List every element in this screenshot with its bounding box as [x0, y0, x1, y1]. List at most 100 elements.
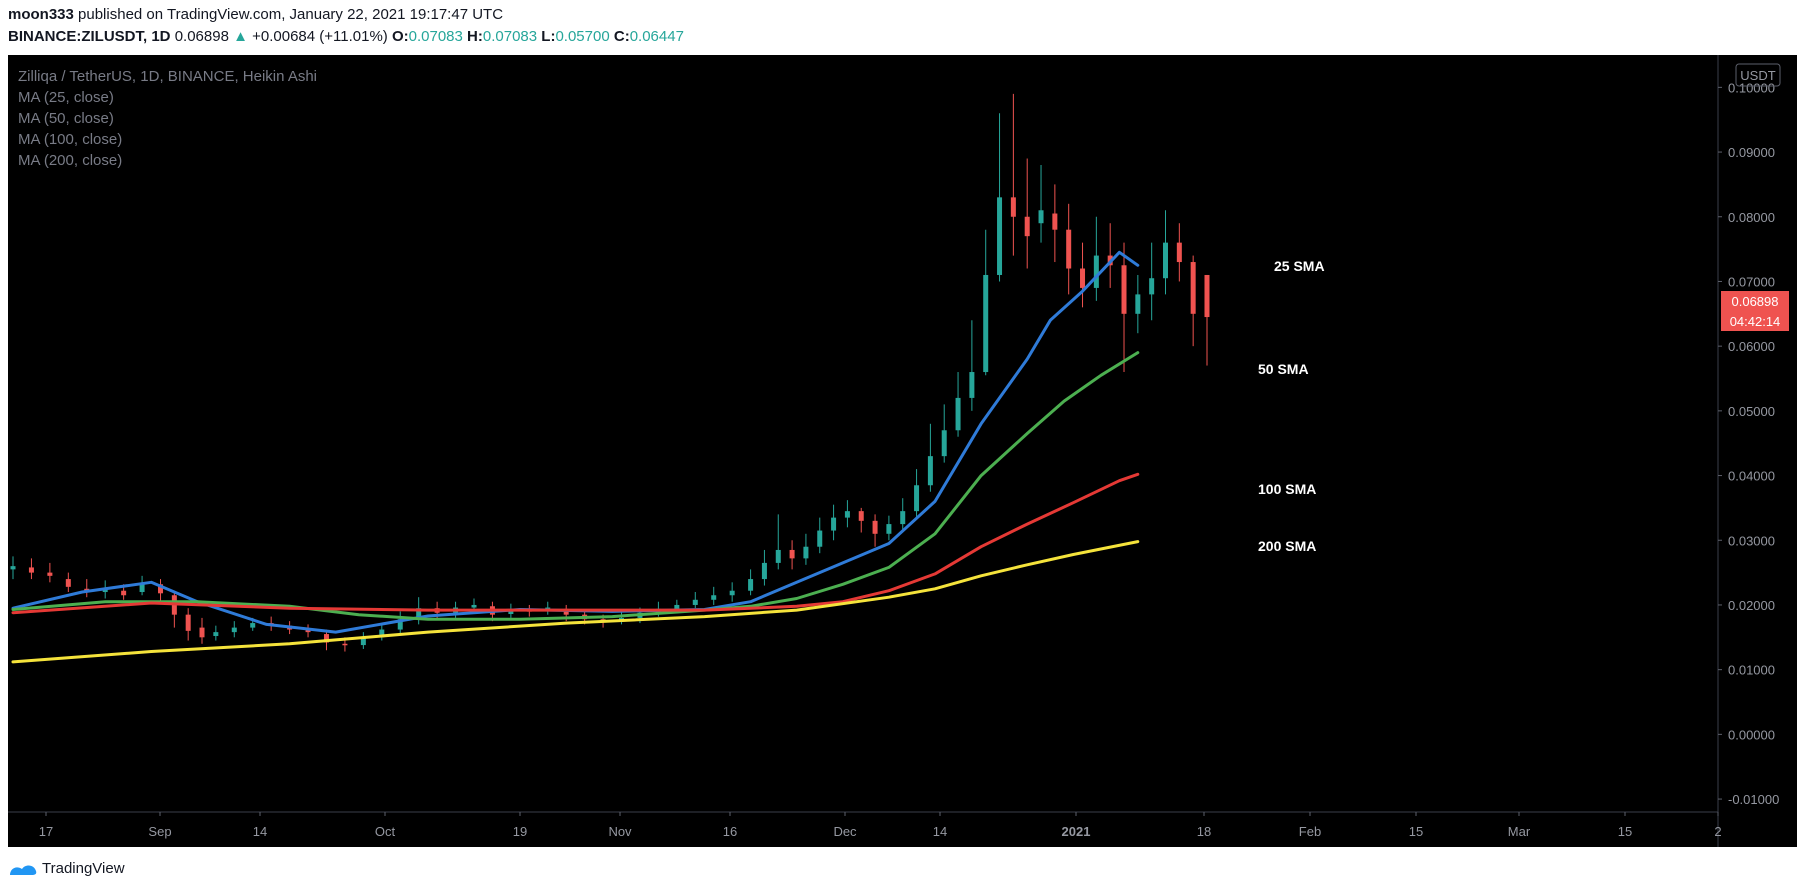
candle [886, 515, 892, 541]
candle [1080, 242, 1086, 308]
author-username: moon333 [8, 6, 74, 23]
candle-body [886, 524, 892, 534]
candle-body [305, 629, 311, 633]
sma-annotation-label: 100 SMA [1258, 481, 1316, 497]
candle [775, 514, 781, 570]
ma-line-sma100 [11, 472, 1140, 615]
price-change: +0.00684 (+11.01%) [252, 28, 388, 45]
candle [955, 372, 961, 437]
candle-body [789, 549, 795, 559]
candle-body [803, 546, 809, 559]
candle-body [927, 456, 933, 486]
time-tick-label: Feb [1299, 824, 1321, 839]
candle-body [1052, 213, 1058, 230]
candle-body [508, 610, 514, 615]
candle-body [1080, 268, 1086, 288]
candle-body [941, 430, 947, 457]
price-tick-label: 0.07000 [1728, 274, 1775, 289]
candle [1052, 184, 1058, 263]
candle-body [199, 627, 205, 638]
candle-body [748, 579, 754, 591]
high-label: H: [467, 28, 483, 45]
candle [379, 624, 385, 641]
candle [397, 611, 403, 635]
legend-ma-200[interactable]: MA (200, close) [18, 152, 122, 169]
candle-body [397, 619, 403, 630]
candle [748, 569, 754, 596]
last-price-tag: 0.06898 04:42:14 [1721, 291, 1789, 331]
candle-body [872, 520, 878, 534]
candle [1149, 242, 1155, 321]
candle-body [775, 549, 781, 563]
candle-body [121, 590, 127, 596]
candle-body [1024, 216, 1030, 237]
time-tick-label: Dec [833, 824, 857, 839]
candle-body [65, 579, 71, 587]
candle-body [900, 511, 906, 525]
candle [831, 504, 837, 541]
candle [213, 625, 219, 641]
candle [761, 549, 767, 586]
candle [65, 572, 71, 593]
candle-body [831, 517, 837, 531]
candle-body [379, 629, 385, 638]
currency-button[interactable]: USDT [1735, 63, 1781, 87]
sma-annotations: 25 SMA 50 SMA 100 SMA 200 SMA [1258, 258, 1325, 554]
candle-body [761, 562, 767, 580]
candle-body [817, 530, 823, 547]
candle [305, 624, 311, 638]
price-tag-value: 0.06898 [1732, 294, 1779, 309]
price-tick-label: 0.08000 [1728, 210, 1775, 225]
candle [711, 586, 717, 605]
legend-ma-50[interactable]: MA (50, close) [18, 110, 114, 127]
high-value: 0.07083 [482, 28, 538, 45]
candle-body [1066, 229, 1072, 269]
candle [1024, 158, 1030, 269]
candle-body [955, 397, 961, 431]
legend-ma-25[interactable]: MA (25, close) [18, 89, 114, 106]
candle-body [1204, 274, 1210, 318]
candle-body [844, 511, 850, 518]
candle [803, 533, 809, 565]
candle [927, 423, 933, 492]
price-tick-label: 0.06000 [1728, 339, 1775, 354]
legend-ma-100[interactable]: MA (100, close) [18, 131, 122, 148]
candle [997, 113, 1003, 282]
candle [28, 558, 34, 580]
close-value: 0.06447 [629, 28, 684, 45]
candle-body [139, 584, 145, 593]
candle-body [692, 599, 698, 605]
candle [231, 621, 237, 638]
candle [789, 540, 795, 570]
candle-body [28, 567, 34, 573]
time-tick-label: 16 [723, 824, 737, 839]
candle-body [997, 197, 1003, 275]
candle [1010, 93, 1016, 256]
candle [872, 514, 878, 547]
ma-line-sma25 [11, 250, 1140, 634]
time-tick-label: 14 [253, 824, 267, 839]
candle-body [47, 572, 53, 576]
candle-body [1010, 197, 1016, 217]
tradingview-footer[interactable]: TradingView [8, 860, 125, 877]
price-tick-label: 0.02000 [1728, 598, 1775, 613]
candle-body [1038, 210, 1044, 224]
candle-body [1163, 242, 1168, 279]
candle-body [416, 608, 422, 620]
candle [900, 498, 906, 531]
candle-body [1135, 294, 1141, 314]
price-tick-label: 0.04000 [1728, 469, 1775, 484]
price-tick-label: 0.09000 [1728, 145, 1775, 160]
candle [858, 507, 864, 533]
tradingview-logo-icon [10, 864, 37, 875]
candle-body [231, 627, 237, 633]
ma-line-sma50 [11, 351, 1140, 621]
last-price: 0.06898 [174, 28, 229, 45]
candle [47, 562, 53, 583]
candle-body [674, 604, 680, 609]
candle [199, 617, 205, 644]
sma-annotation-label: 50 SMA [1258, 361, 1309, 377]
published-text: published on TradingView.com, January 22… [78, 6, 504, 23]
price-tag-countdown: 04:42:14 [1730, 314, 1781, 329]
